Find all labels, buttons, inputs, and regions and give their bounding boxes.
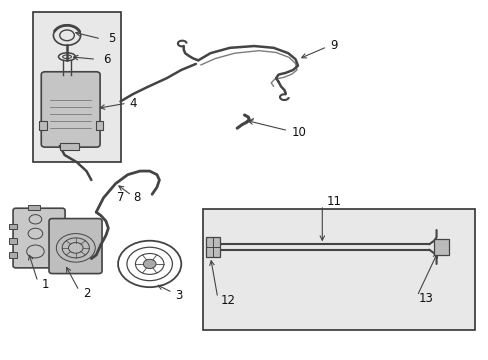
Text: 12: 12 (220, 294, 235, 307)
Text: 8: 8 (133, 191, 141, 204)
Bar (96, 121, 103, 130)
Circle shape (143, 259, 156, 269)
Bar (33, 12, 120, 162)
Text: 4: 4 (129, 97, 137, 110)
Bar (28, 205, 40, 210)
Bar (9, 238, 18, 244)
Text: 1: 1 (41, 278, 49, 291)
Text: 10: 10 (291, 126, 306, 139)
Bar (39, 121, 46, 130)
Bar (205, 237, 220, 257)
Bar (9, 224, 18, 229)
FancyBboxPatch shape (49, 219, 102, 274)
Text: 13: 13 (418, 292, 432, 305)
FancyBboxPatch shape (13, 208, 65, 268)
Bar (203, 208, 474, 330)
Bar (60, 143, 79, 150)
Bar (9, 252, 18, 258)
Text: 2: 2 (83, 287, 90, 300)
Text: 6: 6 (103, 54, 111, 67)
Text: 5: 5 (108, 32, 116, 45)
Text: 3: 3 (175, 288, 183, 302)
Bar (433, 239, 448, 255)
Text: 11: 11 (326, 195, 342, 208)
Text: 9: 9 (329, 39, 337, 52)
Text: 7: 7 (117, 191, 124, 204)
FancyBboxPatch shape (41, 72, 100, 147)
